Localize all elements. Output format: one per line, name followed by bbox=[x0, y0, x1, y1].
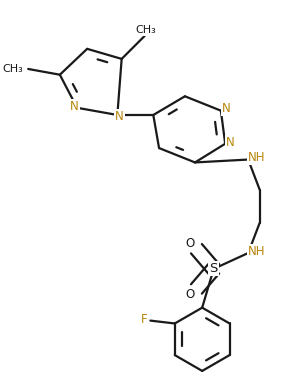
Text: N: N bbox=[226, 136, 235, 149]
Text: O: O bbox=[186, 288, 195, 301]
Text: N: N bbox=[70, 100, 79, 113]
Text: N: N bbox=[222, 102, 231, 115]
Text: NH: NH bbox=[247, 151, 265, 164]
Text: S: S bbox=[210, 262, 218, 275]
Text: N: N bbox=[115, 110, 124, 123]
Text: F: F bbox=[141, 313, 148, 326]
Text: CH₃: CH₃ bbox=[2, 64, 23, 74]
Text: CH₃: CH₃ bbox=[136, 25, 157, 35]
Text: NH: NH bbox=[247, 245, 265, 258]
Text: O: O bbox=[186, 237, 195, 250]
